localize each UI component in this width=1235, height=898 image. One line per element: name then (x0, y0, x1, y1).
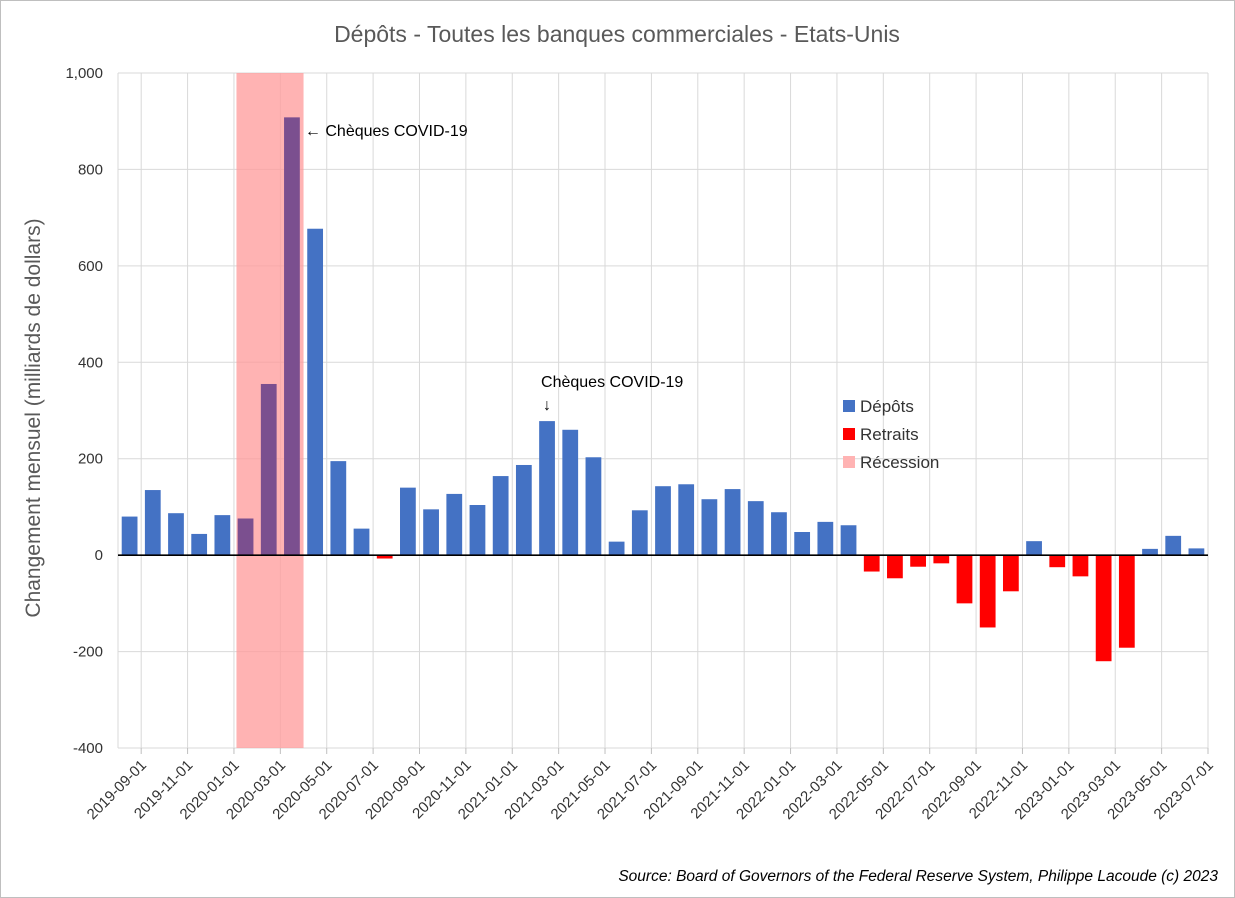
bar-2020-07-01 (353, 528, 370, 556)
y-tick-label: 800 (78, 161, 103, 178)
bar-2020-06-01 (330, 461, 347, 556)
legend-swatch-1 (843, 428, 855, 440)
bar-2022-11-01 (1002, 555, 1019, 592)
source-note: Source: Board of Governors of the Federa… (618, 868, 1218, 885)
bar-2022-06-01 (887, 555, 903, 579)
bars (121, 117, 1205, 662)
y-axis-label: Changement mensuel (milliards de dollars… (22, 218, 45, 617)
bar-2020-05-01 (307, 228, 324, 556)
bar-2019-09-01 (121, 516, 138, 556)
bar-2022-10-01 (979, 555, 996, 628)
bar-2020-10-01 (423, 509, 439, 556)
bar-2022-08-01 (933, 555, 950, 564)
bar-2021-01-01 (492, 476, 509, 556)
bar-2020-09-01 (400, 487, 416, 556)
legend-label-1: Retraits (860, 425, 919, 444)
bar-2020-02-01 (237, 518, 254, 556)
y-tick-label: -200 (73, 644, 103, 661)
annotation-covid-1: ← Chèques COVID-19 (305, 123, 468, 140)
bar-2023-06-01 (1165, 535, 1182, 556)
bar-2021-04-01 (562, 429, 579, 556)
y-tick-label: 1,000 (65, 65, 103, 82)
bar-2023-01-01 (1049, 555, 1066, 568)
bar-2021-10-01 (701, 499, 718, 556)
legend: Dépôts Retraits Récession (843, 397, 939, 472)
bar-2021-07-01 (631, 510, 648, 556)
y-axis-ticks: -400 -200 0 200 400 600 800 1,000 (65, 65, 103, 757)
bar-2019-12-01 (191, 533, 208, 556)
bar-2022-09-01 (956, 555, 973, 604)
bar-2023-02-01 (1072, 555, 1089, 577)
y-tick-label: 400 (78, 354, 103, 371)
annotation-covid-2: Chèques COVID-19 (541, 374, 683, 391)
bar-2022-03-01 (817, 521, 834, 556)
y-tick-label: 600 (78, 258, 103, 275)
bar-2023-07-01 (1188, 548, 1205, 556)
legend-swatch-0 (843, 400, 855, 412)
bar-2021-03-01 (539, 421, 555, 556)
bar-2021-06-01 (608, 541, 625, 556)
bar-2021-02-01 (515, 464, 532, 556)
bar-2020-11-01 (446, 493, 463, 556)
bar-2022-01-01 (771, 512, 787, 556)
bar-2020-01-01 (214, 515, 231, 556)
bar-2021-11-01 (724, 489, 741, 556)
bar-2022-05-01 (863, 555, 880, 572)
bar-2020-04-01 (284, 117, 300, 556)
bar-2021-05-01 (585, 457, 602, 556)
bar-2020-08-01 (376, 555, 393, 559)
legend-swatch-2 (843, 456, 855, 468)
bar-2021-12-01 (747, 501, 764, 556)
bar-2023-03-01 (1095, 555, 1112, 662)
legend-label-0: Dépôts (860, 397, 914, 416)
bar-2023-04-01 (1118, 555, 1135, 648)
y-tick-label: 200 (78, 451, 103, 468)
bar-2022-12-01 (1026, 541, 1042, 556)
legend-label-2: Récession (860, 453, 939, 472)
bar-2022-04-01 (840, 525, 857, 556)
annotation-covid-2-arrow: ↓ (543, 397, 551, 414)
bar-2021-09-01 (678, 484, 695, 556)
y-tick-label: -400 (73, 740, 103, 757)
bar-2020-12-01 (469, 505, 486, 556)
bar-2023-05-01 (1142, 548, 1158, 556)
bar-2022-07-01 (910, 555, 926, 567)
x-axis-ticks: 2019-09-012019-11-012020-01-012020-03-01… (84, 757, 1217, 823)
gridlines (117, 72, 1209, 754)
chart-title: Dépôts - Toutes les banques commerciales… (334, 21, 900, 47)
bar-2019-11-01 (168, 513, 184, 556)
y-tick-label: 0 (95, 547, 103, 564)
bar-2021-08-01 (655, 486, 671, 556)
bar-2022-02-01 (794, 532, 811, 556)
annotations: ← Chèques COVID-19 Chèques COVID-19 ↓ (305, 123, 683, 414)
bar-2020-03-01 (260, 383, 277, 556)
bar-2019-10-01 (144, 490, 161, 556)
